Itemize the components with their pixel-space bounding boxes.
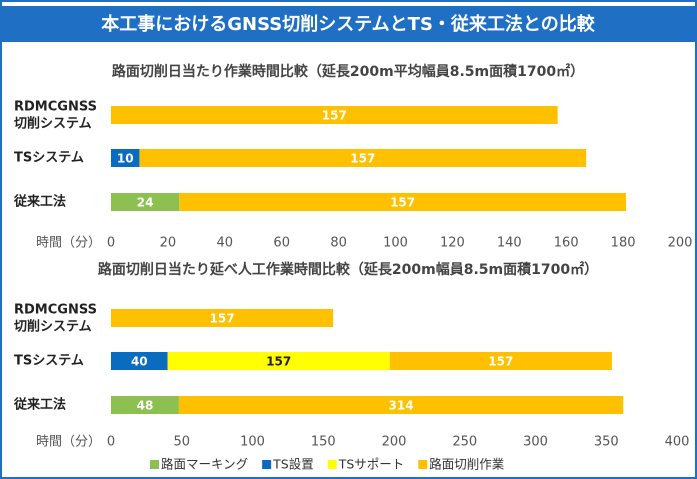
bar-segment (111, 106, 558, 124)
bar-segment (111, 396, 179, 414)
header-bar (1, 6, 696, 42)
legend-label: 路面マーキング (161, 457, 248, 472)
value-label: 10 (117, 152, 134, 166)
x-tick-label: 140 (497, 236, 522, 251)
bar-segment (179, 193, 626, 211)
x-tick-label: 160 (554, 236, 579, 251)
x-tick-label: 200 (382, 435, 407, 450)
category-label: TSシステム (14, 151, 84, 166)
bar-segment (111, 309, 334, 327)
x-tick-label: 0 (107, 435, 115, 450)
x-tick-label: 200 (668, 236, 693, 251)
x-tick-label: 150 (311, 435, 336, 450)
value-label: 24 (137, 196, 154, 210)
bar-segment (111, 352, 168, 370)
value-label: 157 (210, 312, 235, 326)
value-label: 157 (322, 109, 347, 123)
category-label: RDMCGNSS 切削システム (14, 302, 97, 334)
category-label: RDMCGNSS 切削システム (14, 99, 97, 131)
bar-segment (139, 149, 587, 167)
bar-segment (111, 193, 180, 211)
legend-swatch (327, 460, 337, 469)
x-tick-label: 300 (523, 435, 548, 450)
value-label: 40 (131, 355, 148, 369)
x-tick-label: 100 (240, 435, 265, 450)
bar-segment (111, 149, 140, 167)
legend-swatch (418, 460, 428, 469)
value-label: 48 (137, 399, 154, 413)
x-axis-label: 時間（分） (36, 435, 101, 450)
x-tick-label: 50 (173, 435, 190, 450)
x-tick-label: 350 (594, 435, 619, 450)
value-label: 157 (350, 152, 375, 166)
category-label: 従来工法 (13, 397, 66, 413)
x-tick-label: 40 (217, 236, 234, 251)
value-label: 157 (390, 196, 415, 210)
value-label: 157 (266, 355, 291, 369)
value-label: 157 (488, 355, 513, 369)
chart-title: 路面切削日当たり延べ人工作業時間比較（延長200m幅員8.5m面積1700㎡） (98, 261, 598, 278)
legend-swatch (262, 460, 272, 469)
x-tick-label: 20 (160, 236, 177, 251)
x-tick-label: 250 (452, 435, 477, 450)
value-label: 314 (389, 399, 414, 413)
x-tick-label: 180 (611, 236, 636, 251)
bar-segment (389, 352, 612, 370)
x-tick-label: 400 (665, 435, 690, 450)
legend-label: TS設置 (272, 457, 314, 472)
bar-segment (178, 396, 624, 414)
legend-label: 路面切削作業 (429, 457, 505, 472)
x-tick-label: 100 (383, 236, 408, 251)
bar-segment (167, 352, 390, 370)
legend-label: TSサポート (338, 457, 405, 472)
x-tick-label: 60 (273, 236, 290, 251)
x-tick-label: 80 (330, 236, 347, 251)
header-title: 本工事におけるGNSS切削システムとTS・従来工法との比較 (101, 13, 595, 35)
legend-swatch (150, 460, 159, 469)
chart-title: 路面切削日当たり作業時間比較（延長200m平均幅員8.5m面積1700㎡） (112, 63, 584, 80)
category-label: 従来工法 (13, 194, 66, 210)
x-tick-label: 120 (440, 236, 465, 251)
x-tick-label: 0 (107, 236, 115, 251)
x-axis-label: 時間（分） (36, 236, 101, 251)
category-label: TSシステム (14, 354, 84, 369)
